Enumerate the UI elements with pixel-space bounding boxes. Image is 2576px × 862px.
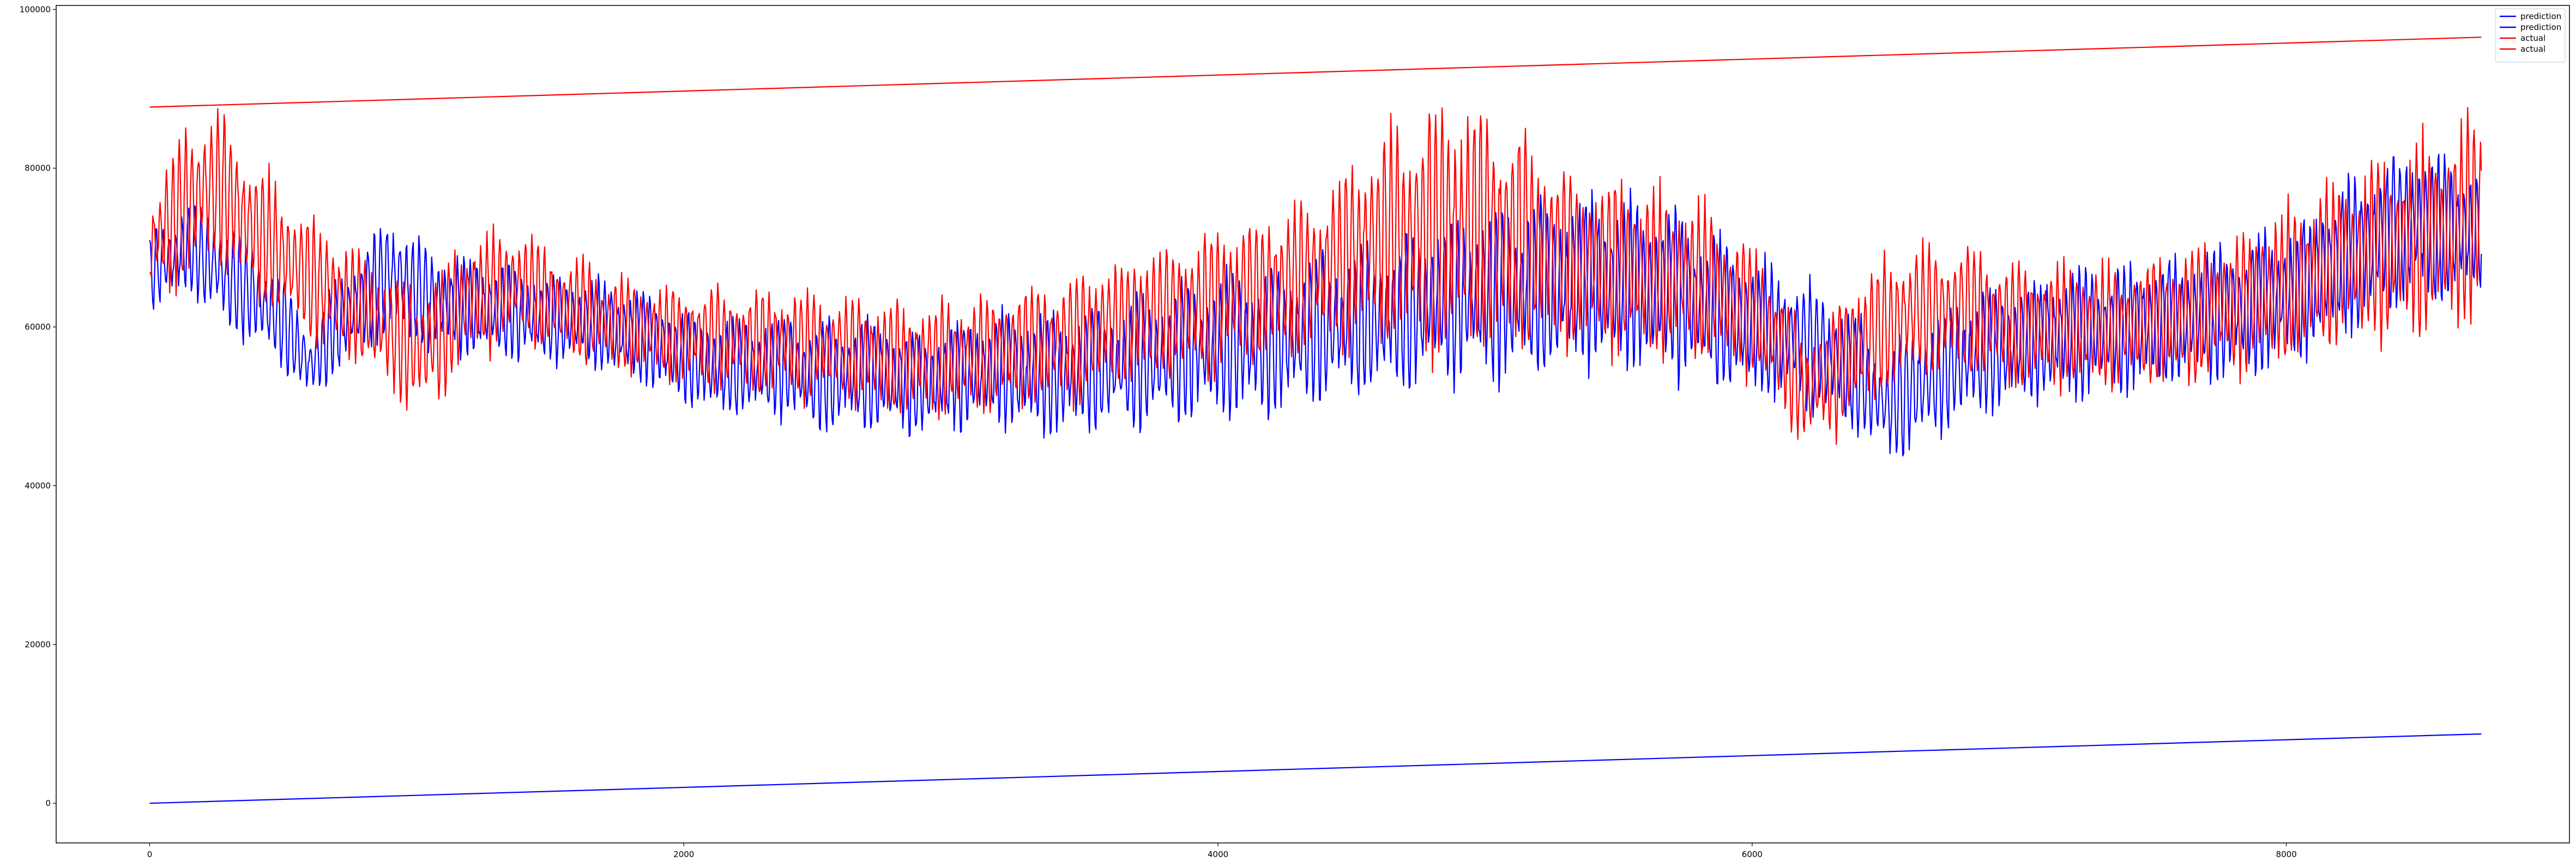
series-line-2-actual <box>149 37 2482 108</box>
plot-lines <box>149 37 2482 804</box>
y-tick-label: 0 <box>45 798 51 808</box>
y-tick-label: 60000 <box>25 322 51 332</box>
legend-label: prediction <box>2520 22 2561 32</box>
series-line-0-prediction <box>149 733 2482 804</box>
y-tick-label: 40000 <box>25 481 51 490</box>
series-line-1-prediction <box>149 153 2482 457</box>
axes-frame <box>56 5 2570 843</box>
y-tick-label: 80000 <box>25 163 51 173</box>
y-tick-label: 20000 <box>25 640 51 649</box>
legend-label: prediction <box>2520 11 2561 21</box>
x-tick-label: 2000 <box>673 849 694 859</box>
legend-label: actual <box>2520 44 2545 54</box>
y-tick-label: 100000 <box>20 4 51 14</box>
x-tick-label: 6000 <box>1742 849 1763 859</box>
x-axis: 0 2000 4000 6000 8000 <box>147 843 2297 859</box>
series-line-3-actual <box>149 107 2482 445</box>
x-tick-label: 8000 <box>2276 849 2297 859</box>
y-axis: 0 20000 40000 60000 80000 100000 <box>20 4 56 808</box>
x-tick-label: 0 <box>147 849 153 859</box>
legend-label: actual <box>2520 33 2545 43</box>
x-tick-label: 4000 <box>1208 849 1228 859</box>
